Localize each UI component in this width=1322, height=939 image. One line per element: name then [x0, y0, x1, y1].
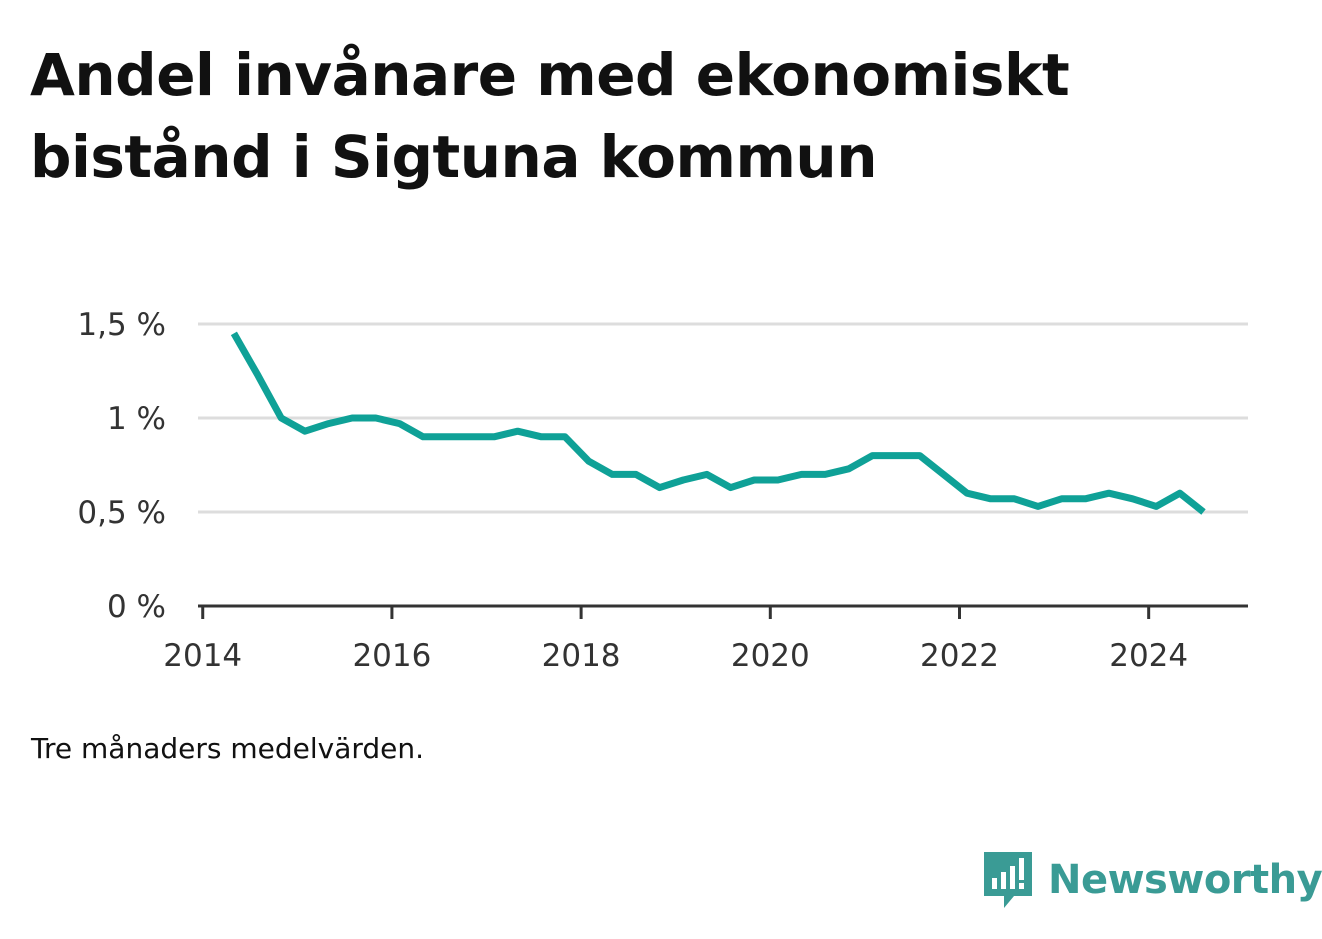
y-tick-label: 1,5 % [77, 307, 166, 343]
newsworthy-logo-icon [984, 852, 1032, 908]
x-tick-label: 2014 [163, 638, 242, 674]
series-layer [230, 331, 1206, 515]
x-tick-label: 2018 [542, 638, 621, 674]
brand-name: Newsworthy [1048, 857, 1322, 903]
y-axis-ticks: 0 % 0,5 % 1 % 1,5 % [77, 307, 166, 625]
chart-note: Tre månaders medelvärden. [31, 732, 425, 765]
chart-title: Andel invånare med ekonomiskt bistånd i … [30, 41, 1070, 191]
y-tick-label: 0,5 % [77, 495, 166, 531]
x-tick-label: 2020 [731, 638, 810, 674]
y-tick-label: 0 % [107, 589, 166, 625]
x-tick-label: 2022 [920, 638, 999, 674]
x-tick-label: 2024 [1109, 638, 1188, 674]
x-tick-label: 2016 [352, 638, 431, 674]
x-axis-ticks: 2014 2016 2018 2020 2022 2024 [163, 606, 1188, 674]
brand-logo: Newsworthy [980, 848, 1322, 912]
y-tick-label: 1 % [107, 401, 166, 437]
series-line-0 [230, 331, 1206, 515]
